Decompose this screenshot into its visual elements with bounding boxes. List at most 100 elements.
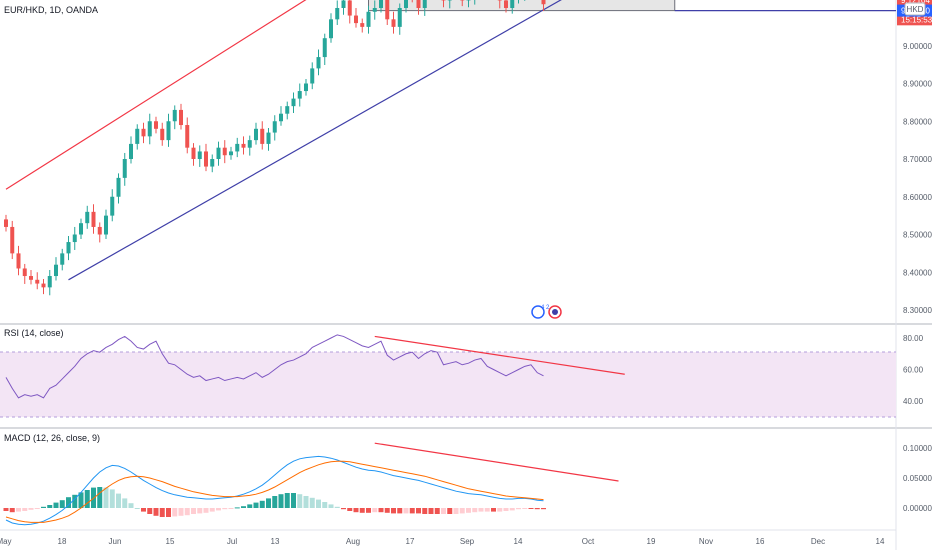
candle[interactable]: [347, 0, 352, 24]
candle[interactable]: [41, 279, 46, 295]
macd-title[interactable]: MACD (12, 26, close, 9): [4, 433, 100, 443]
upper-channel-line[interactable]: [5, 0, 544, 190]
candle[interactable]: [91, 204, 96, 234]
candle[interactable]: [322, 33, 327, 66]
candle[interactable]: [241, 136, 246, 155]
candle[interactable]: [72, 226, 77, 250]
macd-pane[interactable]: [3, 442, 619, 526]
candle[interactable]: [160, 122, 165, 146]
candle[interactable]: [316, 49, 321, 76]
candle[interactable]: [397, 3, 402, 35]
candle[interactable]: [97, 222, 102, 243]
candle[interactable]: [497, 0, 502, 9]
rsi-divergence-line[interactable]: [374, 335, 625, 375]
candle[interactable]: [197, 145, 202, 167]
rsi-title[interactable]: RSI (14, close): [4, 328, 64, 338]
range-box[interactable]: [368, 0, 676, 12]
candle-body: [116, 177, 121, 197]
candle[interactable]: [272, 115, 277, 141]
candle[interactable]: [154, 116, 158, 134]
candle[interactable]: [235, 137, 240, 158]
candle[interactable]: [466, 0, 471, 8]
candle[interactable]: [335, 0, 340, 25]
candle[interactable]: [79, 218, 83, 240]
candle[interactable]: [54, 257, 58, 281]
candle[interactable]: [310, 62, 315, 90]
candle[interactable]: [104, 209, 108, 240]
candle[interactable]: [329, 13, 333, 43]
candle[interactable]: [510, 0, 515, 14]
candle[interactable]: [35, 272, 40, 290]
candle[interactable]: [247, 135, 252, 156]
candle[interactable]: [416, 0, 421, 15]
candle[interactable]: [447, 0, 452, 9]
candle[interactable]: [422, 0, 427, 16]
candle[interactable]: [10, 220, 15, 260]
candle[interactable]: [404, 0, 408, 13]
candle[interactable]: [210, 154, 215, 173]
macd-divergence-line[interactable]: [374, 442, 619, 482]
candle-body: [91, 211, 96, 227]
macd-histogram-bar: [441, 508, 446, 514]
rsi-line[interactable]: [5, 334, 544, 399]
candle[interactable]: [122, 152, 127, 186]
candle[interactable]: [304, 78, 308, 96]
candle[interactable]: [279, 106, 283, 126]
earnings-event-icon[interactable]: [531, 305, 545, 319]
candle[interactable]: [229, 146, 233, 160]
candle[interactable]: [541, 0, 546, 12]
candle[interactable]: [60, 248, 65, 271]
candle[interactable]: [22, 263, 27, 284]
candle[interactable]: [222, 140, 227, 164]
candle[interactable]: [266, 128, 271, 151]
candle[interactable]: [129, 136, 133, 164]
candle-body: [60, 253, 65, 265]
candle[interactable]: [116, 173, 121, 204]
candle[interactable]: [204, 143, 208, 172]
macd-line[interactable]: [5, 455, 544, 526]
candle[interactable]: [441, 0, 446, 8]
candle[interactable]: [504, 0, 508, 13]
candle[interactable]: [260, 121, 265, 150]
candle[interactable]: [172, 105, 177, 130]
candle[interactable]: [85, 205, 90, 229]
candle[interactable]: [16, 245, 21, 276]
price-pane[interactable]: [4, 0, 896, 296]
candle[interactable]: [372, 0, 377, 20]
candle[interactable]: [4, 214, 8, 232]
candle[interactable]: [166, 113, 171, 147]
candle[interactable]: [29, 269, 33, 285]
candle[interactable]: [216, 141, 221, 166]
lower-channel-line[interactable]: [68, 0, 707, 281]
candle[interactable]: [297, 83, 302, 107]
candle[interactable]: [360, 18, 365, 33]
candle[interactable]: [291, 92, 296, 113]
candle[interactable]: [47, 269, 52, 296]
candle[interactable]: [391, 11, 396, 34]
candle[interactable]: [141, 122, 146, 144]
candle[interactable]: [191, 143, 196, 166]
candle[interactable]: [379, 0, 383, 13]
currency-badge[interactable]: [904, 2, 926, 16]
candle[interactable]: [185, 117, 190, 154]
rsi-pane[interactable]: [0, 334, 896, 418]
symbol-title[interactable]: EUR/HKD, 1D, OANDA: [4, 5, 98, 15]
candle[interactable]: [341, 0, 346, 15]
candle[interactable]: [460, 0, 465, 7]
candle[interactable]: [135, 124, 140, 150]
macd-histogram-bar: [291, 493, 296, 508]
candle[interactable]: [366, 5, 371, 34]
candle[interactable]: [517, 0, 521, 4]
candle[interactable]: [147, 113, 152, 145]
macd-histogram-bar: [472, 508, 478, 513]
candle[interactable]: [354, 8, 358, 28]
candle[interactable]: [385, 0, 390, 25]
candle-body: [4, 219, 8, 227]
signal-line[interactable]: [5, 460, 544, 523]
candle[interactable]: [179, 103, 183, 130]
candle[interactable]: [110, 189, 115, 222]
candle[interactable]: [285, 101, 290, 120]
candle[interactable]: [66, 236, 71, 261]
candle[interactable]: [254, 122, 258, 145]
